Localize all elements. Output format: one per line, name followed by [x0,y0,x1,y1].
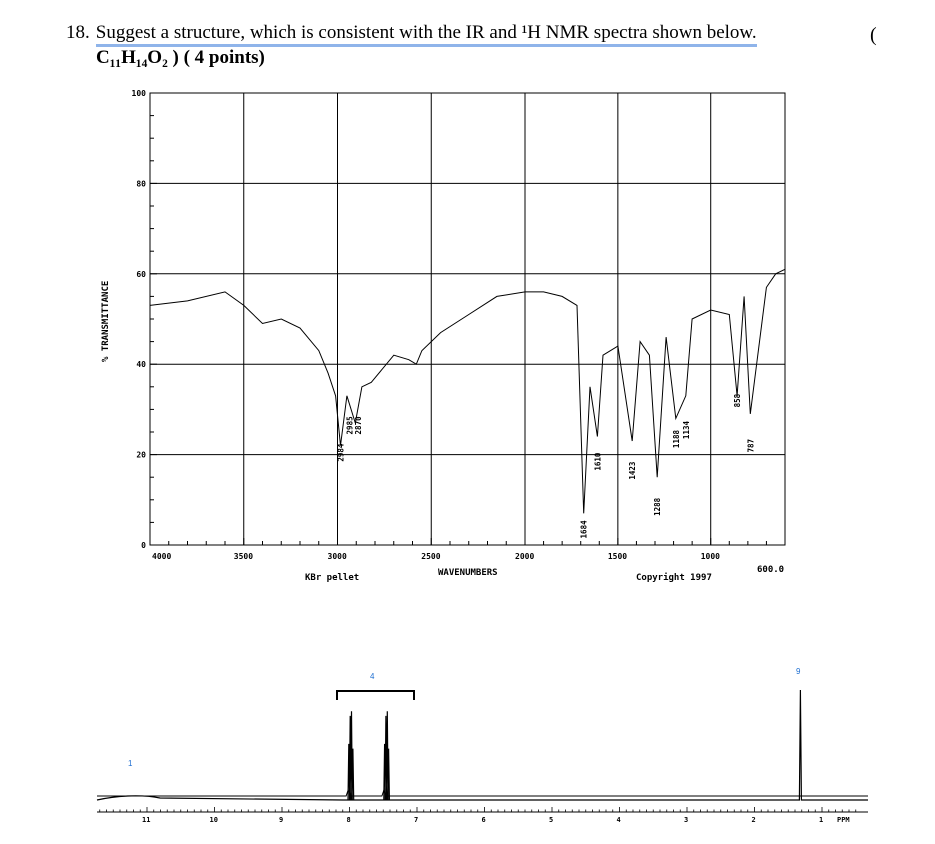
ir-ytick-label: 20 [136,451,146,460]
ir-peak-label: 1288 [653,497,662,516]
ir-copyright: Copyright 1997 [636,572,712,583]
ir-xtick-label: 1500 [608,552,627,561]
ir-peak-label: 2984 [337,443,346,462]
ir-xtick-label: 2000 [515,552,534,561]
nmr-xtick-label: 6 [482,816,486,824]
trailing-paren: ( [870,24,877,46]
ir-grid [149,92,786,546]
ir-peak-label: 1134 [682,421,691,440]
nmr-xtick-label: 9 [279,816,283,824]
ir-ytick-label: 100 [132,89,147,98]
ir-ytick-label: 80 [136,179,146,188]
nmr-xtick-label: 7 [414,816,418,824]
ir-xtick-label: 2500 [421,552,440,561]
ir-peak-label: 787 [746,439,755,453]
ir-peak-label: 1684 [580,520,589,539]
nmr-xtick-label: 8 [347,816,351,824]
ir-frame [149,92,786,546]
ir-axis-labels: 100 80 60 40 20 0 4000 3500 3000 2500 2000 1500 1000 [132,89,721,561]
ir-peak-label: 858 [733,393,742,407]
ir-ytick-label: 0 [141,541,146,550]
question-line: 18. Suggest a structure, which is consist… [66,22,757,47]
ir-trace [149,268,786,514]
nmr-axis-labels: 11 10 9 8 7 6 5 4 3 2 1 [142,816,823,824]
ir-ytick-label: 60 [136,270,146,279]
ir-peak-label: 2870 [354,416,363,435]
nmr-bracket [336,690,415,700]
ir-xtick-label: 3000 [328,552,347,561]
ir-xtick-label: 4000 [152,552,171,561]
ir-xlabel: WAVENUMBERS [438,568,498,578]
nmr-xtick-label: 10 [210,816,218,824]
nmr-xtick-label: 5 [549,816,553,824]
nmr-xtick-label: 11 [142,816,150,824]
nmr-ticks [99,807,857,812]
nmr-integral-trace [97,788,868,797]
nmr-integral-4: 4 [370,672,375,681]
ir-peak-label: 1188 [672,430,681,449]
ir-ticks [149,92,767,546]
ir-ylabel: % TRANSMITTANCE [101,281,111,362]
nmr-xtick-label: 2 [752,816,756,824]
ir-peak-label: 2985 [346,416,355,434]
ir-peak-label: 1423 [628,461,637,480]
nmr-xtick-label: 4 [617,816,621,824]
question-number: 18. [66,22,90,43]
nmr-xlabel: PPM [837,816,850,824]
ir-ytick-label: 40 [136,360,146,369]
question-text: Suggest a structure, which is consistent… [95,22,757,47]
nmr-integral-1: 1 [128,759,133,768]
ir-xtick-label: 3500 [234,552,253,561]
molecular-formula: C₁₁H₁₄O₂ ) ( 4 points) [96,47,265,68]
nmr-spectrum: 11 10 9 8 7 6 5 4 3 2 1 PPM 1 4 9 [96,667,868,824]
nmr-integral-9: 9 [796,667,801,676]
nmr-xtick-label: 1 [819,816,823,824]
nmr-xtick-label: 3 [684,816,688,824]
ir-xmax-label: 600.0 [757,565,784,575]
ir-peak-label: 1610 [593,452,602,471]
ir-sample: KBr pellet [305,573,359,583]
ir-xtick-label: 1000 [701,552,720,561]
nmr-trace [96,689,868,801]
